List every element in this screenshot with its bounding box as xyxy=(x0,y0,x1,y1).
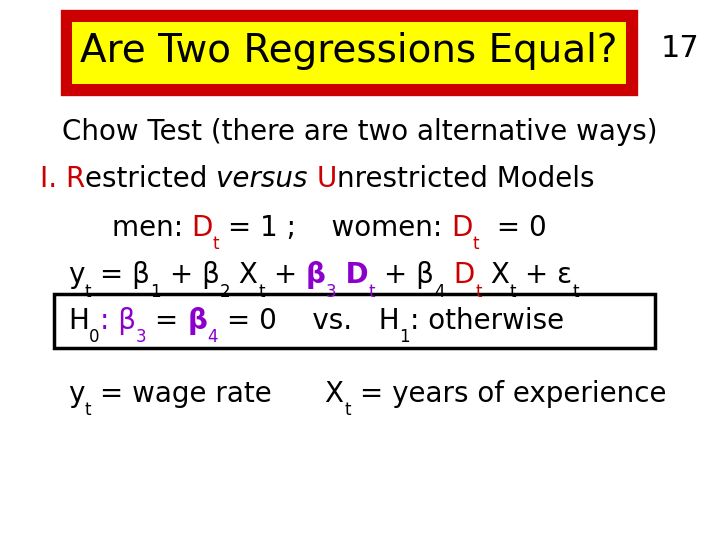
Text: : otherwise: : otherwise xyxy=(410,307,564,335)
FancyBboxPatch shape xyxy=(65,14,634,92)
Text: 4: 4 xyxy=(207,328,218,347)
Text: = wage rate      X: = wage rate X xyxy=(91,380,344,408)
Text: t: t xyxy=(344,401,351,420)
Text: U: U xyxy=(317,165,337,193)
Text: 0: 0 xyxy=(89,328,100,347)
Text: +: + xyxy=(265,261,306,289)
FancyBboxPatch shape xyxy=(54,294,655,348)
Text: 4: 4 xyxy=(434,282,445,301)
Text: estricted: estricted xyxy=(85,165,216,193)
Text: t: t xyxy=(509,282,516,301)
Text: y: y xyxy=(68,261,85,289)
Text: = β: = β xyxy=(91,261,150,289)
Text: R: R xyxy=(66,165,85,193)
Text: t: t xyxy=(213,235,220,253)
Text: t: t xyxy=(369,282,375,301)
Text: y: y xyxy=(68,380,85,408)
Text: β: β xyxy=(306,261,325,289)
Text: 1: 1 xyxy=(150,282,161,301)
Text: X: X xyxy=(482,261,509,289)
Text: + ε: + ε xyxy=(516,261,572,289)
Text: D: D xyxy=(192,214,213,242)
Text: H: H xyxy=(68,307,89,335)
Text: t: t xyxy=(85,282,91,301)
Text: = 0    vs.   H: = 0 vs. H xyxy=(218,307,400,335)
Text: =: = xyxy=(146,307,187,335)
Text: D: D xyxy=(445,261,475,289)
Text: 2: 2 xyxy=(220,282,230,301)
Text: Chow Test (there are two alternative ways): Chow Test (there are two alternative way… xyxy=(62,118,658,146)
Text: t: t xyxy=(473,235,480,253)
Text: t: t xyxy=(85,401,91,420)
Text: Are Two Regressions Equal?: Are Two Regressions Equal? xyxy=(81,32,618,70)
Text: 1: 1 xyxy=(400,328,410,347)
Text: D: D xyxy=(336,261,369,289)
Text: I.: I. xyxy=(40,165,66,193)
Text: 3: 3 xyxy=(325,282,336,301)
Text: : β: : β xyxy=(100,307,136,335)
Text: men:: men: xyxy=(112,214,192,242)
Text: β: β xyxy=(187,307,207,335)
Text: t: t xyxy=(475,282,482,301)
Text: t: t xyxy=(572,282,579,301)
Text: versus: versus xyxy=(216,165,307,193)
Text: 17: 17 xyxy=(661,34,700,63)
Text: = years of experience: = years of experience xyxy=(351,380,666,408)
Text: = 0: = 0 xyxy=(480,214,547,242)
Text: + β: + β xyxy=(375,261,434,289)
Text: D: D xyxy=(451,214,473,242)
Text: 3: 3 xyxy=(136,328,146,347)
Text: = 1 ;    women:: = 1 ; women: xyxy=(220,214,451,242)
FancyBboxPatch shape xyxy=(72,22,626,84)
Text: X: X xyxy=(230,261,258,289)
Text: + β: + β xyxy=(161,261,220,289)
Text: nrestricted Models: nrestricted Models xyxy=(337,165,594,193)
Text: t: t xyxy=(258,282,265,301)
